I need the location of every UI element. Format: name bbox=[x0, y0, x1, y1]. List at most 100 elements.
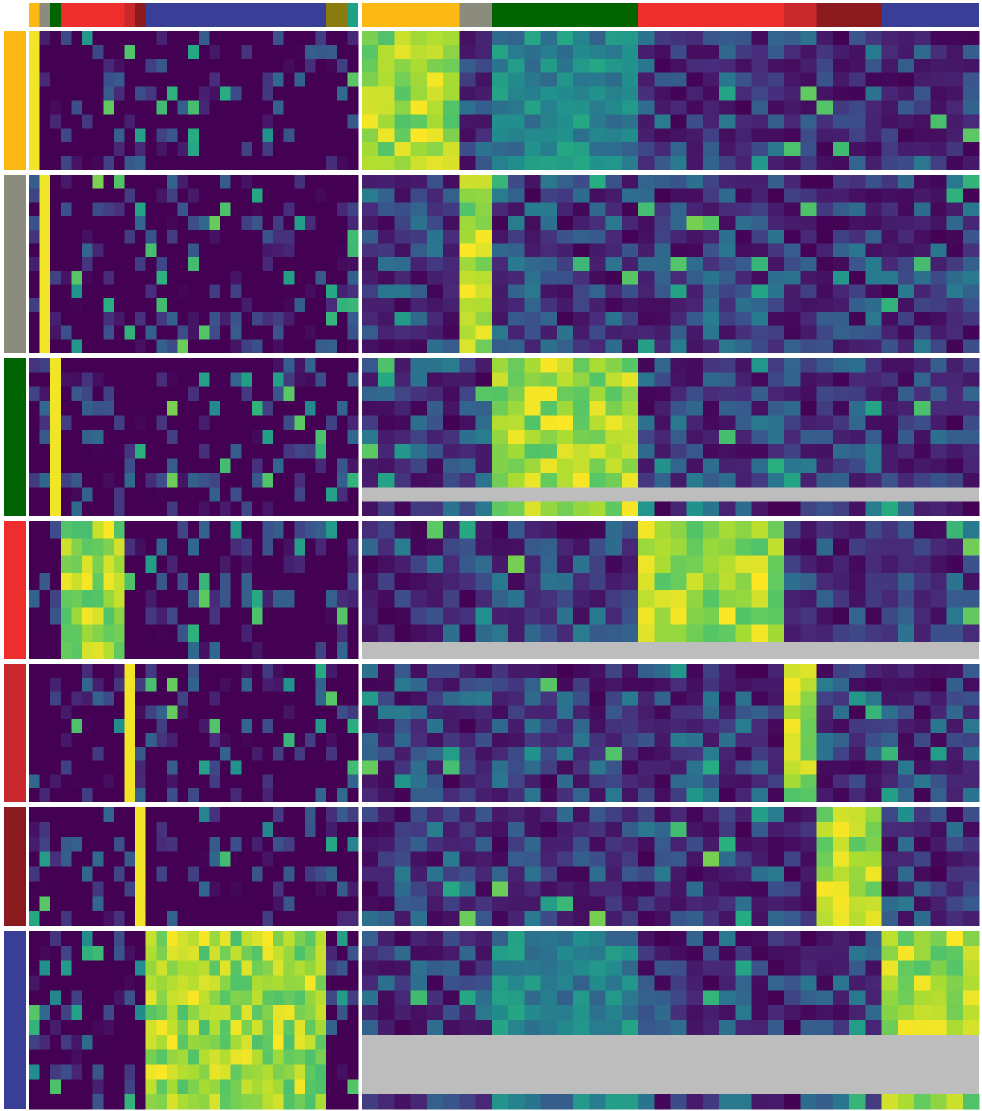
right-heatmap-cell bbox=[865, 746, 882, 761]
right-heatmap-cell bbox=[881, 705, 899, 720]
right-heatmap-cell bbox=[443, 339, 460, 354]
right-heatmap-cell bbox=[784, 501, 801, 517]
left-heatmap-cell bbox=[29, 774, 41, 789]
left-heatmap-cell bbox=[60, 746, 72, 761]
left-heatmap-cell bbox=[262, 444, 274, 459]
left-heatmap-cell bbox=[262, 44, 274, 60]
left-heatmap-cell bbox=[103, 472, 115, 488]
left-heatmap-cell bbox=[39, 590, 51, 608]
left-heatmap-cell bbox=[156, 1094, 168, 1110]
right-heatmap-cell bbox=[751, 444, 769, 459]
left-heatmap-cell bbox=[347, 472, 359, 488]
left-heatmap-cell bbox=[220, 501, 232, 517]
right-heatmap-cell bbox=[751, 44, 769, 60]
right-heatmap-cell bbox=[784, 607, 801, 625]
left-heatmap-cell bbox=[304, 58, 316, 74]
right-heatmap-cell bbox=[865, 538, 882, 556]
right-heatmap-cell bbox=[962, 429, 980, 445]
left-heatmap-cell bbox=[29, 624, 41, 643]
right-heatmap-cell bbox=[881, 114, 899, 129]
right-heatmap-cell bbox=[589, 960, 606, 976]
right-heatmap-cell bbox=[686, 188, 704, 203]
left-heatmap-cell bbox=[294, 229, 306, 244]
right-heatmap-cell bbox=[443, 270, 460, 285]
left-heatmap-cell bbox=[209, 851, 221, 867]
right-heatmap-cell bbox=[751, 1005, 769, 1021]
right-heatmap-cell bbox=[962, 339, 980, 354]
right-heatmap-cell bbox=[654, 86, 671, 101]
left-heatmap-cell bbox=[113, 664, 125, 679]
left-heatmap-cell bbox=[124, 607, 136, 625]
right-column-group-block bbox=[816, 3, 882, 27]
left-heatmap-cell bbox=[262, 156, 274, 171]
left-heatmap-cell bbox=[209, 1034, 221, 1051]
right-heatmap-cell bbox=[491, 851, 509, 867]
right-heatmap-cell bbox=[475, 1094, 493, 1110]
right-heatmap-cell bbox=[914, 156, 931, 171]
right-heatmap-cell bbox=[426, 664, 444, 679]
left-heatmap-cell bbox=[198, 866, 210, 882]
right-heatmap-cell bbox=[573, 664, 590, 679]
left-heatmap-cell bbox=[188, 607, 200, 625]
left-heatmap-cell bbox=[198, 415, 210, 431]
right-heatmap-cell bbox=[378, 774, 395, 789]
left-heatmap-cell bbox=[336, 216, 348, 231]
right-heatmap-cell bbox=[735, 401, 753, 416]
left-heatmap-cell bbox=[50, 760, 62, 775]
right-heatmap-cell bbox=[897, 975, 915, 991]
left-heatmap-cell bbox=[262, 31, 274, 46]
right-heatmap-cell bbox=[621, 372, 639, 388]
right-heatmap-cell bbox=[540, 836, 558, 853]
right-heatmap-cell bbox=[751, 114, 769, 129]
right-heatmap-cell bbox=[638, 175, 655, 190]
left-heatmap-cell bbox=[251, 142, 263, 157]
left-heatmap-cell bbox=[230, 733, 242, 748]
left-heatmap-cell bbox=[92, 555, 104, 574]
right-heatmap-cell bbox=[816, 100, 834, 115]
right-heatmap-cell bbox=[556, 58, 574, 74]
right-heatmap-cell bbox=[897, 311, 915, 327]
right-heatmap-cell bbox=[881, 960, 899, 976]
right-heatmap-cell bbox=[881, 501, 899, 517]
right-heatmap-cell bbox=[443, 257, 460, 272]
right-heatmap-cell bbox=[670, 229, 688, 244]
left-heatmap-cell bbox=[336, 664, 348, 679]
right-heatmap-cell bbox=[540, 960, 558, 976]
right-heatmap-cell bbox=[914, 911, 931, 927]
left-heatmap-cell bbox=[156, 458, 168, 474]
right-heatmap-cell bbox=[410, 401, 428, 416]
right-heatmap-cell bbox=[832, 1020, 850, 1036]
left-heatmap-cell bbox=[113, 72, 125, 87]
right-heatmap-cell bbox=[832, 444, 850, 459]
left-heatmap-cell bbox=[336, 188, 348, 203]
right-heatmap-cell bbox=[897, 401, 915, 416]
left-heatmap-cell bbox=[241, 1005, 253, 1021]
right-heatmap-cell bbox=[946, 1094, 964, 1110]
left-heatmap-cell bbox=[326, 896, 338, 912]
right-heatmap-cell bbox=[524, 58, 542, 74]
right-heatmap-cell bbox=[589, 444, 606, 459]
right-heatmap-cell bbox=[914, 284, 931, 299]
right-heatmap-cell bbox=[702, 100, 720, 115]
right-heatmap-cell bbox=[881, 128, 899, 143]
left-heatmap-cell bbox=[209, 911, 221, 927]
left-heatmap-cell bbox=[177, 100, 189, 115]
left-heatmap-cell bbox=[336, 1020, 348, 1036]
right-heatmap-cell bbox=[508, 128, 525, 143]
left-heatmap-cell bbox=[156, 358, 168, 373]
left-heatmap-cell bbox=[273, 298, 285, 313]
left-heatmap-cell bbox=[304, 691, 316, 706]
right-heatmap-cell bbox=[735, 807, 753, 823]
right-heatmap-cell bbox=[767, 386, 785, 402]
right-heatmap-cell bbox=[784, 114, 801, 129]
right-heatmap-cell bbox=[426, 372, 444, 388]
right-heatmap-cell bbox=[410, 555, 428, 574]
right-heatmap-cell bbox=[735, 114, 753, 129]
left-heatmap-cell bbox=[156, 284, 168, 299]
right-heatmap-cell bbox=[686, 851, 704, 867]
right-heatmap-cell bbox=[865, 298, 882, 313]
left-heatmap-cell bbox=[145, 990, 157, 1006]
left-heatmap-cell bbox=[315, 836, 327, 853]
right-heatmap-cell bbox=[589, 429, 606, 445]
left-heatmap-cell bbox=[124, 641, 136, 660]
